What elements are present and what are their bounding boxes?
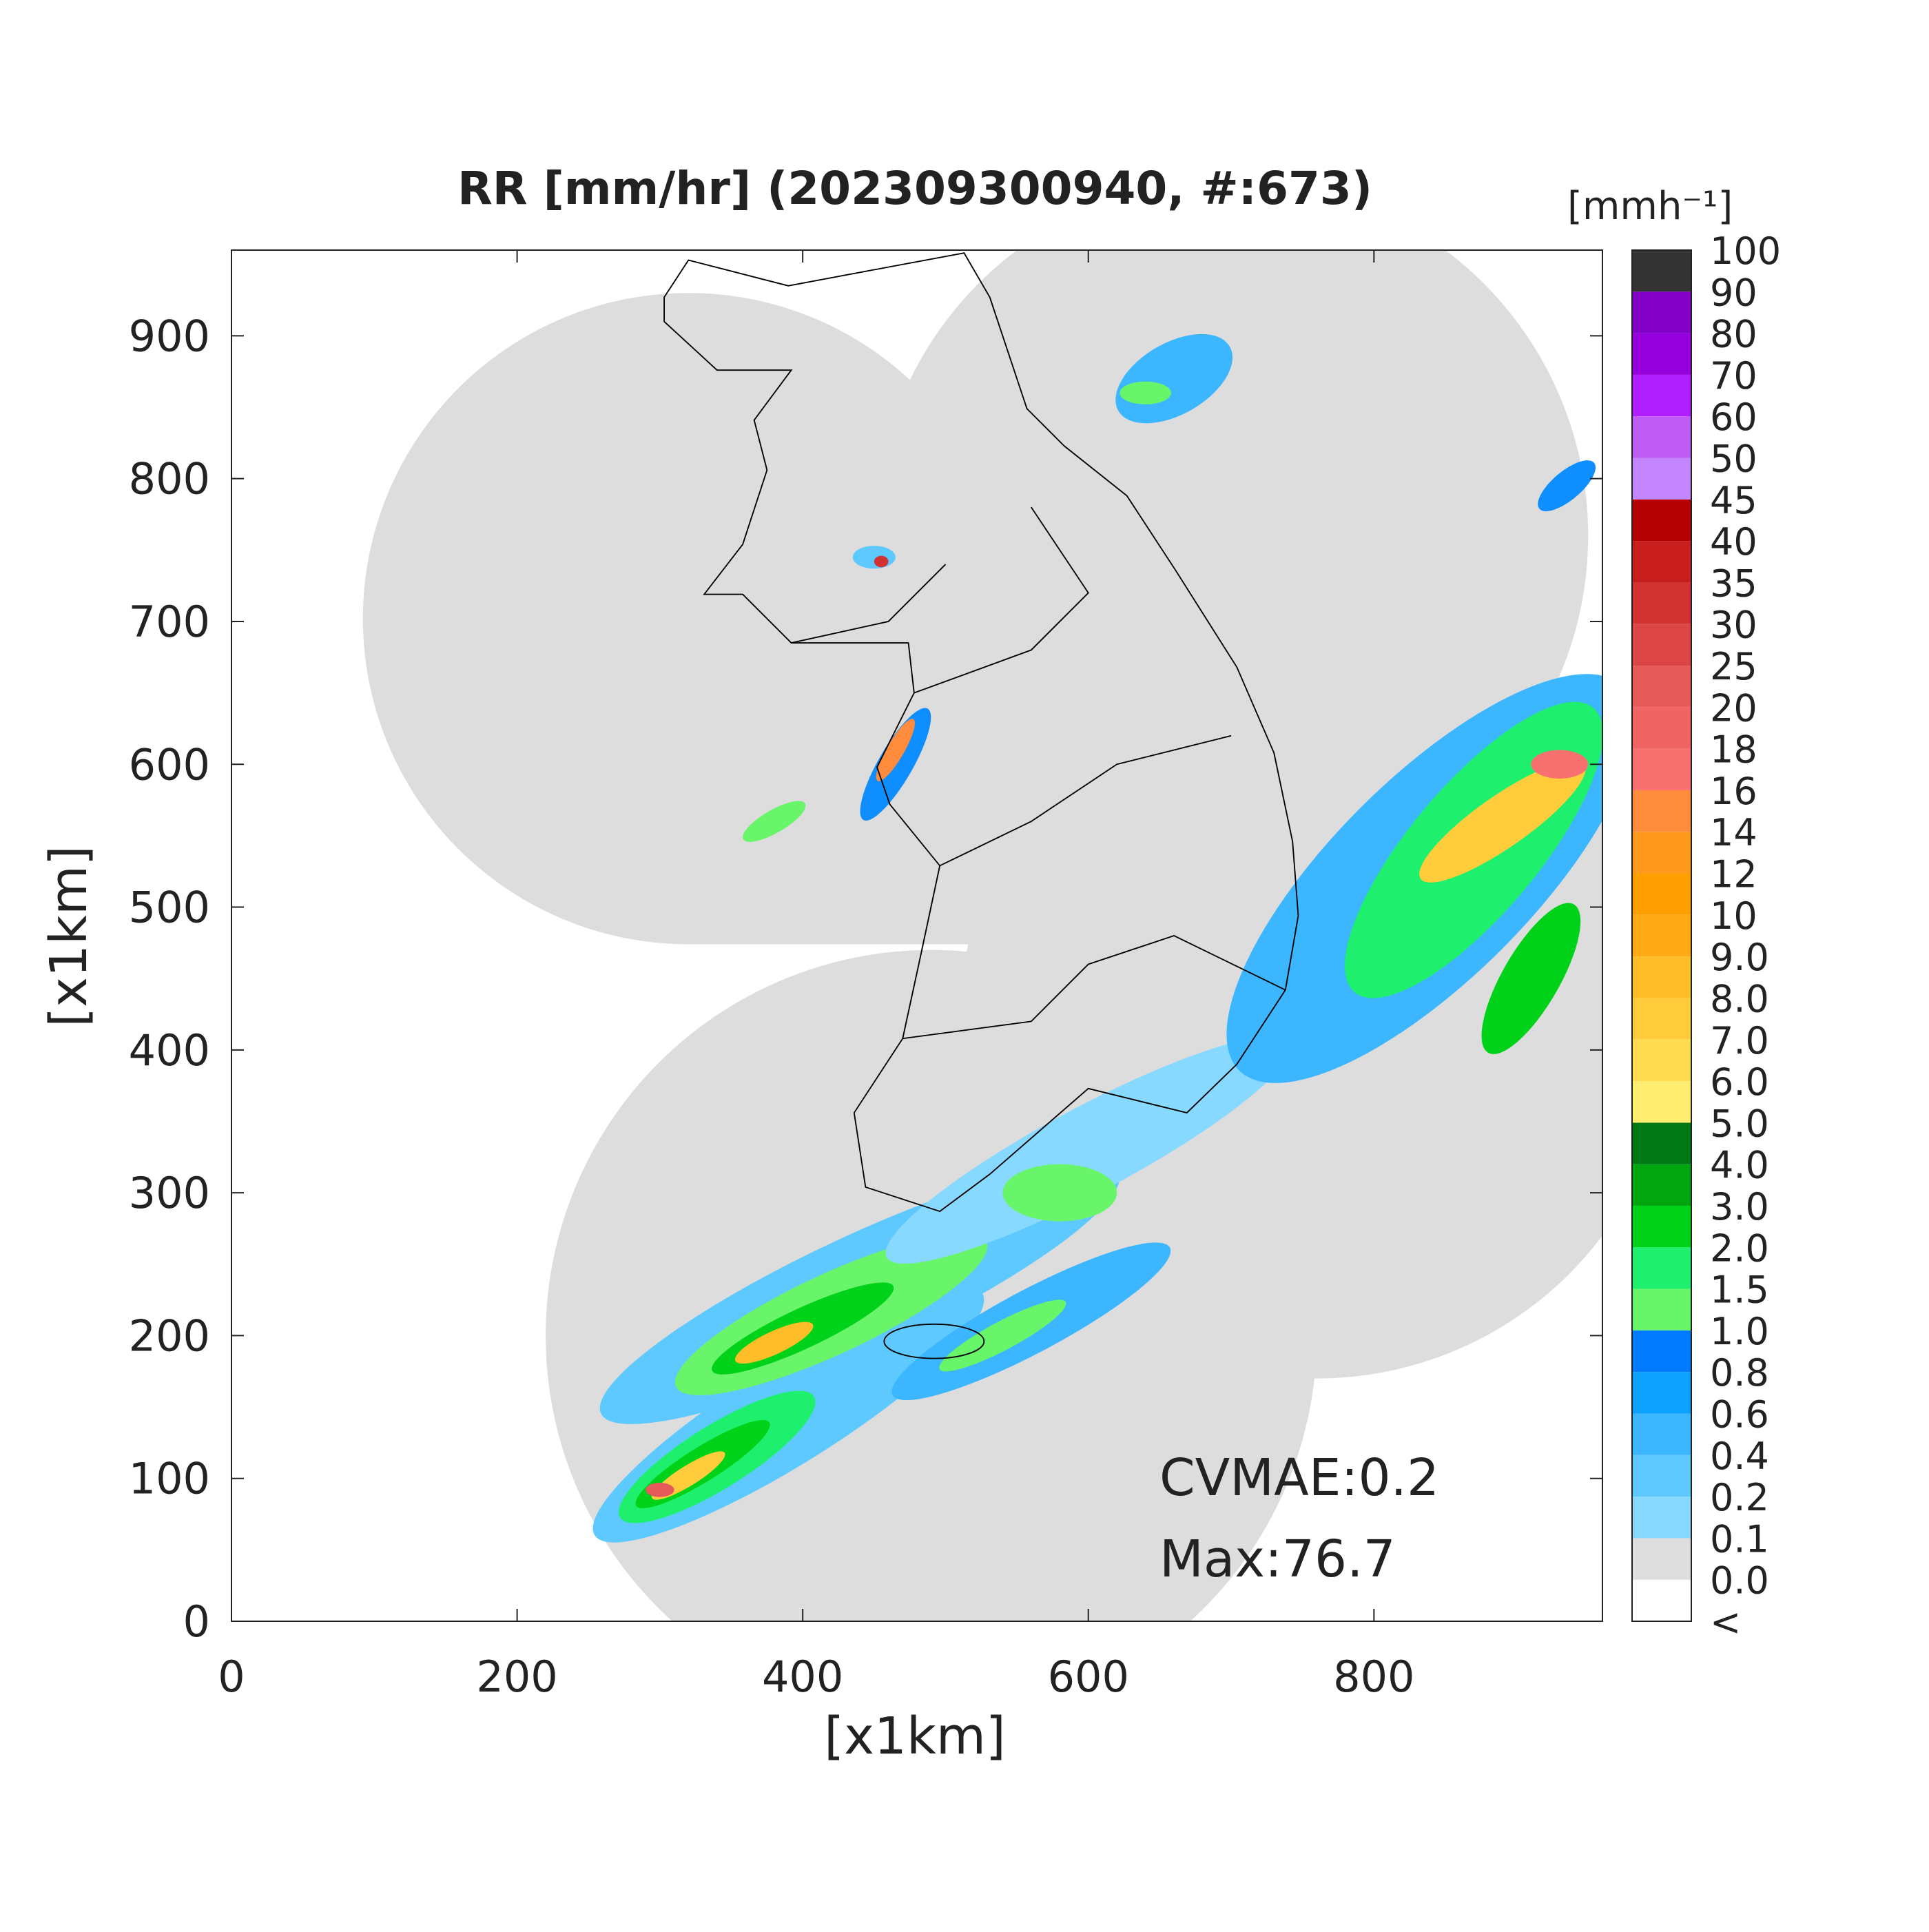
- colorbar-label: 2.0: [1710, 1226, 1769, 1270]
- colorbar-label: 18: [1710, 728, 1757, 772]
- colorbar-label: 4.0: [1710, 1144, 1769, 1187]
- colorbar-segment: [1632, 1413, 1691, 1455]
- radar-map: [362, 250, 1602, 1621]
- x-tick-label: 400: [762, 1652, 843, 1702]
- colorbar-segment: [1632, 666, 1691, 708]
- colorbar-label: 45: [1710, 479, 1757, 522]
- colorbar-segment: [1632, 1205, 1691, 1248]
- colorbar-label: 16: [1710, 770, 1757, 813]
- colorbar-label: 7.0: [1710, 1019, 1769, 1062]
- colorbar-label: 0.8: [1710, 1351, 1769, 1395]
- colorbar-segment: [1632, 582, 1691, 624]
- colorbar-segment: [1632, 1288, 1691, 1330]
- x-axis-label: [x1km]: [824, 1707, 1006, 1766]
- y-tick-label: 700: [129, 597, 210, 647]
- y-tick-label: 300: [129, 1168, 210, 1218]
- x-tick-label: 200: [476, 1652, 557, 1702]
- colorbar-label: <: [1710, 1601, 1741, 1644]
- colorbar-segment: [1632, 624, 1691, 666]
- colorbar-label: 70: [1710, 354, 1757, 398]
- colorbar-segment: [1632, 1497, 1691, 1539]
- colorbar-segment: [1632, 1579, 1691, 1621]
- coastline: [663, 252, 1299, 1359]
- x-tick-label: 0: [218, 1652, 245, 1702]
- title: RR [mm/hr] (202309300940, #:673): [457, 162, 1372, 215]
- colorbar-label: 50: [1710, 438, 1757, 481]
- colorbar-label: 0.4: [1710, 1435, 1769, 1478]
- colorbar-label: 100: [1710, 229, 1781, 273]
- colorbar-segment: [1632, 499, 1691, 542]
- colorbar-segment: [1632, 707, 1691, 749]
- colorbar-label: 0.2: [1710, 1476, 1769, 1519]
- precipitation: [592, 333, 1602, 1543]
- colorbar-segment: [1632, 1455, 1691, 1497]
- colorbar-label: 14: [1710, 811, 1757, 854]
- colorbar-segment: [1632, 790, 1691, 832]
- colorbar-segment: [1632, 1164, 1691, 1206]
- colorbar-label: 10: [1710, 894, 1757, 938]
- colorbar-segment: [1632, 956, 1691, 998]
- y-tick-label: 600: [129, 739, 210, 790]
- y-tick-label: 400: [129, 1025, 210, 1076]
- colorbar-label: 35: [1710, 562, 1757, 605]
- colorbar-segment: [1632, 1039, 1691, 1082]
- colorbar-label: 9.0: [1710, 936, 1769, 979]
- colorbar-segment: [1632, 1122, 1691, 1164]
- colorbar-segment: [1632, 416, 1691, 458]
- colorbar-segment: [1632, 748, 1691, 790]
- y-tick-label: 500: [129, 883, 210, 933]
- colorbar-label: 1.5: [1710, 1268, 1769, 1312]
- colorbar-label: 40: [1710, 520, 1757, 564]
- y-tick-label: 800: [129, 454, 210, 504]
- colorbar-segment: [1632, 1081, 1691, 1123]
- colorbar-segment: [1632, 998, 1691, 1040]
- colorbar-segment: [1632, 1372, 1691, 1414]
- y-tick-label: 200: [129, 1311, 210, 1361]
- colorbar-label: 30: [1710, 604, 1757, 647]
- colorbar-segment: [1632, 291, 1691, 333]
- colorbar-label: 5.0: [1710, 1102, 1769, 1145]
- annotation: CVMAE:0.2: [1159, 1448, 1439, 1508]
- colorbar-segment: [1632, 541, 1691, 583]
- colorbar-label: 20: [1710, 686, 1757, 730]
- x-tick-label: 800: [1333, 1652, 1414, 1702]
- colorbar-segment: [1632, 250, 1691, 292]
- colorbar-segment: [1632, 1247, 1691, 1289]
- colorbar-label: 6.0: [1710, 1060, 1769, 1104]
- annotation: Max:76.7: [1159, 1530, 1396, 1589]
- colorbar-segment: [1632, 374, 1691, 417]
- colorbar-segment: [1632, 832, 1691, 874]
- y-tick-label: 100: [129, 1454, 210, 1504]
- colorbar-label: 25: [1710, 645, 1757, 688]
- colorbar-label: 3.0: [1710, 1185, 1769, 1229]
- colorbar-unit: [mmh⁻¹]: [1567, 184, 1733, 229]
- colorbar-segment: [1632, 458, 1691, 500]
- colorbar-frame: [1631, 249, 1692, 1622]
- colorbar-segment: [1632, 873, 1691, 915]
- plot-frame: [231, 249, 1603, 1622]
- colorbar-label: 8.0: [1710, 977, 1769, 1020]
- colorbar-label: 0.0: [1710, 1559, 1769, 1603]
- colorbar-segment: [1632, 914, 1691, 957]
- colorbar-label: 80: [1710, 313, 1757, 356]
- x-tick-label: 600: [1048, 1652, 1129, 1702]
- colorbar-segment: [1632, 1538, 1691, 1580]
- colorbar-label: 90: [1710, 271, 1757, 314]
- colorbar-segment: [1632, 333, 1691, 375]
- colorbar-segment: [1632, 1330, 1691, 1373]
- colorbar-label: 0.1: [1710, 1517, 1769, 1561]
- colorbar-label: 0.6: [1710, 1393, 1769, 1436]
- colorbar-label: 1.0: [1710, 1310, 1769, 1353]
- y-tick-label: 900: [129, 311, 210, 361]
- y-tick-label: 0: [183, 1596, 210, 1647]
- colorbar-label: 12: [1710, 853, 1757, 896]
- colorbar-label: 60: [1710, 395, 1757, 439]
- y-axis-label: [x1km]: [39, 845, 99, 1027]
